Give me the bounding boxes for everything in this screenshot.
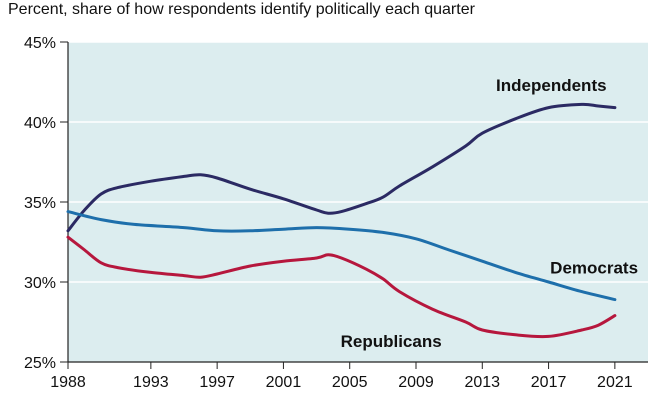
series-labels: Independents Democrats Republicans: [341, 76, 638, 351]
x-tick-label: 2017: [531, 374, 567, 391]
tick-labels: 25% 30% 35% 40% 45% 1988 1993 1997 2001 2005 2009 2…: [24, 35, 633, 391]
y-tick-label: 25%: [24, 355, 56, 372]
series-line-independents: [66, 102, 617, 233]
y-tick-label: 40%: [24, 115, 56, 132]
x-tick-label: 2021: [597, 374, 633, 391]
series-label-republicans: Republicans: [341, 332, 442, 351]
series-line-republicans: [66, 235, 617, 339]
x-tick-label: 2009: [398, 374, 434, 391]
y-tick-label: 45%: [24, 35, 56, 52]
x-tick-label: 1997: [199, 374, 235, 391]
y-tick-label: 30%: [24, 275, 56, 292]
series-lines: [66, 102, 617, 339]
chart-subtitle: Percent, share of how respondents identi…: [8, 1, 475, 18]
x-tick-label: 1993: [133, 374, 169, 391]
x-tick-label: 1988: [50, 374, 86, 391]
y-tick-label: 35%: [24, 195, 56, 212]
x-tick-label: 2013: [464, 374, 500, 391]
series-label-independents: Independents: [496, 76, 607, 95]
x-tick-label: 2001: [266, 374, 302, 391]
x-tick-label: 2005: [332, 374, 368, 391]
series-line-democrats: [66, 210, 617, 302]
series-label-democrats: Democrats: [550, 259, 638, 278]
